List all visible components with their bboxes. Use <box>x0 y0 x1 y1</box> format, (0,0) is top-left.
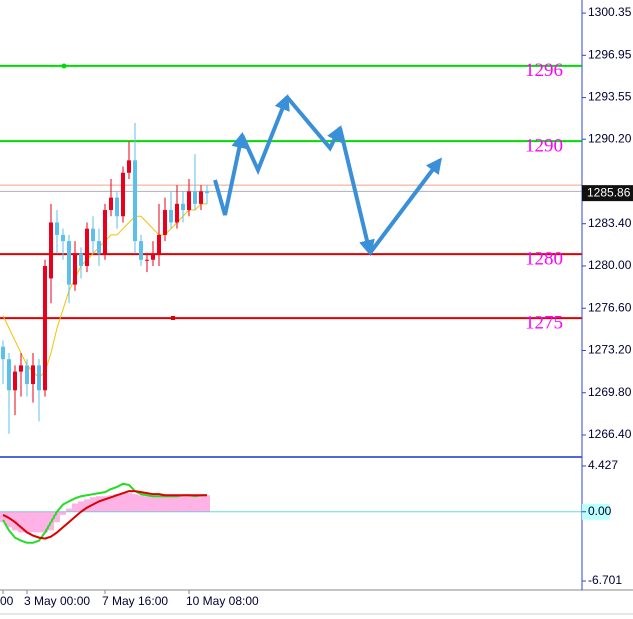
candle-body <box>97 241 101 254</box>
projection-arrows <box>213 94 442 257</box>
candle-body <box>25 365 29 385</box>
candle-body <box>1 346 5 360</box>
y-tick-label: -6.701 <box>588 573 622 587</box>
candle-body <box>61 234 65 242</box>
candle-body <box>109 197 113 211</box>
level-label: 1275 <box>525 313 563 334</box>
last-price-label: 1285.86 <box>587 185 631 199</box>
candle-body <box>205 191 209 194</box>
y-tick-label: 1290.20 <box>588 131 632 145</box>
candle-body <box>79 253 83 266</box>
y-tick-label: 0.00 <box>588 504 612 518</box>
candle-body <box>13 371 17 391</box>
arrow <box>285 95 342 152</box>
candle-body <box>55 222 59 235</box>
candle-body <box>121 172 125 217</box>
macd-line <box>2 482 207 544</box>
y-tick-label: 1293.55 <box>588 90 632 104</box>
candle-body <box>163 210 167 235</box>
x-tick-label: 3 May 00:00 <box>24 594 90 608</box>
y-tick-label: 1280.00 <box>588 258 632 272</box>
y-tick-label: 1266.40 <box>588 427 632 441</box>
candle-body <box>7 359 11 391</box>
candle-body <box>181 203 185 211</box>
candle-body <box>139 241 143 260</box>
line-handle <box>171 316 175 320</box>
candle-body <box>31 365 35 385</box>
candle-body <box>49 222 53 279</box>
candle-body <box>151 253 155 260</box>
x-tick-label: 00 <box>0 594 14 608</box>
candle-body <box>37 365 41 391</box>
level-label: 1290 <box>525 135 563 156</box>
arrow <box>213 131 248 216</box>
plot-area <box>0 64 582 544</box>
candle-body <box>199 191 203 204</box>
macd-line <box>2 490 207 540</box>
candle-body <box>169 210 173 223</box>
candle-body <box>73 253 77 285</box>
candle-body <box>103 210 107 254</box>
arrow <box>240 94 290 176</box>
y-tick-label: 1273.20 <box>588 343 632 357</box>
arrow <box>338 127 375 257</box>
candle-body <box>175 203 179 223</box>
level-label: 1280 <box>525 249 563 270</box>
candle-body <box>67 241 71 285</box>
candle-body <box>133 160 137 242</box>
y-tick-label: 1300.35 <box>588 5 632 19</box>
candle-body <box>43 265 47 391</box>
candle-body <box>157 234 161 254</box>
y-tick-label: 1269.80 <box>588 385 632 399</box>
arrow <box>368 157 442 255</box>
last-price-box <box>582 185 633 202</box>
candle-body <box>19 365 23 372</box>
candle-body <box>193 191 197 204</box>
y-tick-label: 1283.40 <box>588 216 632 230</box>
candle-body <box>145 259 149 261</box>
candle-body <box>85 228 89 266</box>
candle-body <box>187 191 191 211</box>
level-label: 1296 <box>525 60 563 81</box>
x-tick-label: 7 May 16:00 <box>102 594 168 608</box>
y-tick-label: 1296.95 <box>588 47 632 61</box>
x-tick-label: 10 May 08:00 <box>186 594 259 608</box>
y-tick-label: 1276.60 <box>588 300 632 314</box>
candle-body <box>91 228 95 242</box>
zero-label-box <box>582 503 610 520</box>
candle-body <box>127 160 131 173</box>
line-handle <box>61 63 67 69</box>
y-tick-label: 4.427 <box>588 458 618 472</box>
candle-body <box>115 197 119 217</box>
